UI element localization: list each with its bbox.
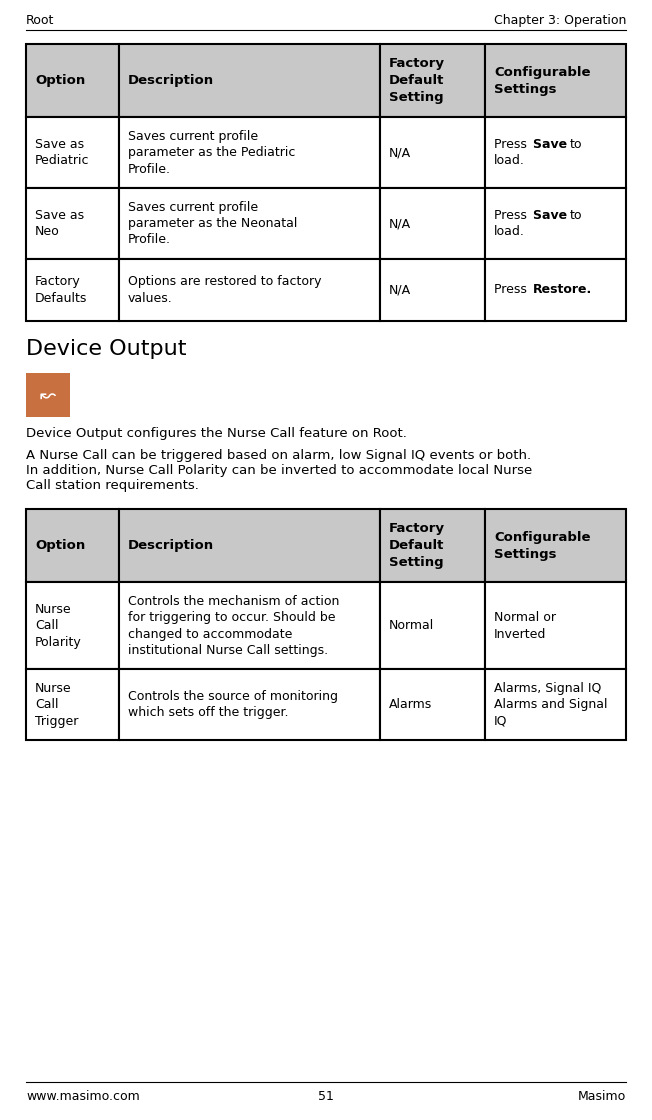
Bar xyxy=(26,670,119,740)
Text: Nurse: Nurse xyxy=(35,604,72,616)
Bar xyxy=(119,44,380,118)
Text: Device Output configures the Nurse Call feature on Root.: Device Output configures the Nurse Call … xyxy=(26,427,407,440)
Bar xyxy=(380,118,485,188)
Bar xyxy=(26,188,119,259)
Bar xyxy=(119,188,380,259)
Text: Call: Call xyxy=(35,619,59,633)
Text: Factory: Factory xyxy=(389,57,445,71)
Text: Call: Call xyxy=(35,698,59,711)
Bar xyxy=(119,670,380,740)
Text: Polarity: Polarity xyxy=(35,636,82,648)
Text: Inverted: Inverted xyxy=(494,627,546,641)
Text: N/A: N/A xyxy=(389,147,411,159)
Text: load.: load. xyxy=(494,225,525,239)
Text: Trigger: Trigger xyxy=(35,715,78,728)
Text: Nurse: Nurse xyxy=(35,682,72,696)
Text: which sets off the trigger.: which sets off the trigger. xyxy=(128,707,288,719)
Text: load.: load. xyxy=(494,155,525,168)
Text: Neo: Neo xyxy=(35,225,60,239)
Text: Configurable: Configurable xyxy=(494,531,591,543)
Text: Alarms and Signal: Alarms and Signal xyxy=(494,698,608,711)
Text: changed to accommodate: changed to accommodate xyxy=(128,627,292,641)
Text: Alarms, Signal IQ: Alarms, Signal IQ xyxy=(494,682,601,696)
Text: Factory: Factory xyxy=(389,522,445,535)
Bar xyxy=(119,508,380,582)
Bar xyxy=(119,582,380,670)
Text: Save: Save xyxy=(533,209,572,222)
Text: N/A: N/A xyxy=(389,283,411,297)
Text: Saves current profile: Saves current profile xyxy=(128,130,258,143)
Bar xyxy=(26,259,119,321)
Text: Save as: Save as xyxy=(35,138,84,151)
Bar xyxy=(485,44,626,118)
Text: Default: Default xyxy=(389,74,445,87)
Bar xyxy=(380,259,485,321)
Text: Masimo: Masimo xyxy=(578,1090,626,1103)
Bar xyxy=(380,670,485,740)
Text: Pediatric: Pediatric xyxy=(35,155,89,168)
Bar xyxy=(380,188,485,259)
Text: Description: Description xyxy=(128,539,214,552)
Text: Options are restored to factory: Options are restored to factory xyxy=(128,276,321,288)
Text: Restore.: Restore. xyxy=(533,283,592,297)
Bar xyxy=(485,118,626,188)
Text: Profile.: Profile. xyxy=(128,162,171,176)
Bar xyxy=(485,582,626,670)
Text: Profile.: Profile. xyxy=(128,233,171,246)
Text: Description: Description xyxy=(128,74,214,87)
Text: Press: Press xyxy=(494,283,531,297)
Text: Configurable: Configurable xyxy=(494,66,591,78)
Text: institutional Nurse Call settings.: institutional Nurse Call settings. xyxy=(128,644,328,656)
Text: Save: Save xyxy=(533,138,572,151)
Text: ↜: ↜ xyxy=(40,385,56,404)
Bar xyxy=(26,44,119,118)
Text: Normal: Normal xyxy=(389,619,434,633)
Text: Press: Press xyxy=(494,138,531,151)
Text: N/A: N/A xyxy=(389,217,411,230)
Bar xyxy=(26,373,70,417)
Text: to: to xyxy=(569,209,582,222)
Text: Settings: Settings xyxy=(494,83,557,96)
Bar xyxy=(26,582,119,670)
Text: Defaults: Defaults xyxy=(35,291,87,305)
Text: parameter as the Pediatric: parameter as the Pediatric xyxy=(128,147,295,159)
Text: Controls the source of monitoring: Controls the source of monitoring xyxy=(128,690,338,703)
Bar xyxy=(380,508,485,582)
Text: Option: Option xyxy=(35,539,85,552)
Bar xyxy=(485,188,626,259)
Text: Press: Press xyxy=(494,209,531,222)
Text: Device Output: Device Output xyxy=(26,339,186,358)
Bar xyxy=(119,259,380,321)
Bar xyxy=(380,582,485,670)
Bar xyxy=(26,118,119,188)
Bar xyxy=(485,259,626,321)
Bar xyxy=(119,118,380,188)
Text: A Nurse Call can be triggered based on alarm, low Signal IQ events or both.
In a: A Nurse Call can be triggered based on a… xyxy=(26,449,532,492)
Text: Chapter 3: Operation: Chapter 3: Operation xyxy=(494,15,626,27)
Bar xyxy=(485,670,626,740)
Text: Setting: Setting xyxy=(389,92,443,104)
Bar xyxy=(485,508,626,582)
Text: Settings: Settings xyxy=(494,548,557,561)
Text: Controls the mechanism of action: Controls the mechanism of action xyxy=(128,595,340,608)
Text: Normal or: Normal or xyxy=(494,612,556,624)
Text: Option: Option xyxy=(35,74,85,87)
Text: Setting: Setting xyxy=(389,557,443,569)
Text: Saves current profile: Saves current profile xyxy=(128,200,258,214)
Text: Default: Default xyxy=(389,539,445,552)
Text: Alarms: Alarms xyxy=(389,698,432,711)
Text: parameter as the Neonatal: parameter as the Neonatal xyxy=(128,217,297,230)
Text: Save as: Save as xyxy=(35,209,84,222)
Text: to: to xyxy=(569,138,582,151)
Text: IQ: IQ xyxy=(494,715,507,728)
Text: for triggering to occur. Should be: for triggering to occur. Should be xyxy=(128,612,336,624)
Bar xyxy=(380,44,485,118)
Text: Root: Root xyxy=(26,15,54,27)
Bar xyxy=(26,508,119,582)
Text: values.: values. xyxy=(128,291,173,305)
Text: 51: 51 xyxy=(318,1090,334,1103)
Text: Factory: Factory xyxy=(35,276,81,288)
Text: www.masimo.com: www.masimo.com xyxy=(26,1090,140,1103)
